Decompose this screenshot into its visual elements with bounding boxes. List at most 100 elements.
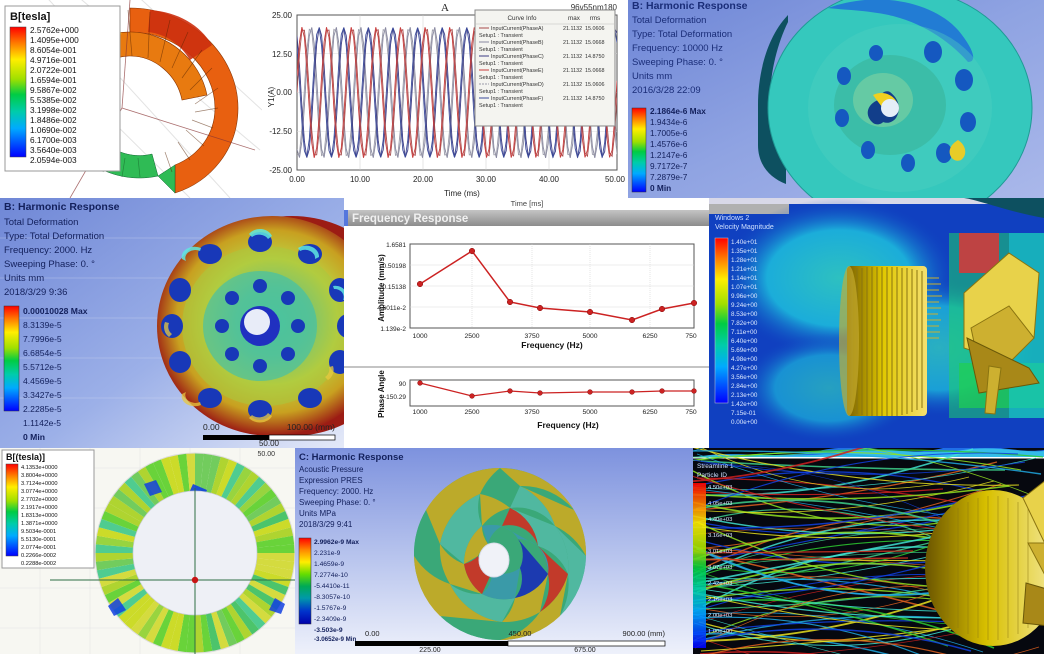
svg-text:2.9962e-9 Max: 2.9962e-9 Max xyxy=(314,539,359,546)
svg-text:rms: rms xyxy=(590,15,601,22)
svg-text:B: Harmonic Response: B: Harmonic Response xyxy=(632,0,748,12)
svg-text:0.00: 0.00 xyxy=(289,175,305,184)
svg-text:15.0606: 15.0606 xyxy=(585,82,605,88)
svg-text:0.00: 0.00 xyxy=(365,629,380,638)
svg-text:A: A xyxy=(441,2,449,14)
svg-text:-25.00: -25.00 xyxy=(269,166,292,175)
svg-text:225.00: 225.00 xyxy=(419,647,441,654)
svg-text:7.2774e-10: 7.2774e-10 xyxy=(314,572,348,579)
svg-text:1.4659e-9: 1.4659e-9 xyxy=(314,561,344,568)
svg-text:C: Harmonic Response: C: Harmonic Response xyxy=(299,452,404,463)
svg-text:3.0774e+0000: 3.0774e+0000 xyxy=(21,489,58,495)
svg-text:0 Min: 0 Min xyxy=(23,432,45,442)
svg-text:21.1132: 21.1132 xyxy=(563,68,582,74)
svg-text:50.00: 50.00 xyxy=(605,175,626,184)
svg-text:Acoustic Pressure: Acoustic Pressure xyxy=(299,465,364,474)
svg-text:1.40e+01: 1.40e+01 xyxy=(731,239,758,246)
svg-text:1.8313e+0000: 1.8313e+0000 xyxy=(21,513,58,519)
svg-text:Time (ms): Time (ms) xyxy=(444,189,480,198)
svg-text:3.8004e+0000: 3.8004e+0000 xyxy=(21,473,58,479)
svg-text:Curve Info: Curve Info xyxy=(507,15,537,22)
svg-text:8.3139e-5: 8.3139e-5 xyxy=(23,320,62,330)
svg-text:1000: 1000 xyxy=(412,409,427,416)
svg-text:Time [ms]: Time [ms] xyxy=(511,199,544,208)
svg-text:7.7996e-5: 7.7996e-5 xyxy=(23,334,62,344)
svg-text:50.00: 50.00 xyxy=(257,451,275,458)
svg-text:750: 750 xyxy=(685,409,697,416)
svg-text:B: Harmonic Response: B: Harmonic Response xyxy=(4,201,120,213)
svg-text:Amplitude (mm/s): Amplitude (mm/s) xyxy=(377,254,386,322)
svg-text:2018/3/29 9:41: 2018/3/29 9:41 xyxy=(299,520,353,529)
svg-text:-150.29: -150.29 xyxy=(384,394,406,401)
svg-text:2.7702e+0000: 2.7702e+0000 xyxy=(21,497,58,503)
svg-text:4.98e+00: 4.98e+00 xyxy=(731,356,758,363)
svg-text:-1.5767e-9: -1.5767e-9 xyxy=(314,605,347,612)
svg-text:1.07e+01: 1.07e+01 xyxy=(731,284,758,291)
svg-text:2.0722e-001: 2.0722e-001 xyxy=(30,65,77,75)
svg-text:Setup1 : Transient: Setup1 : Transient xyxy=(479,89,523,95)
svg-text:675.00: 675.00 xyxy=(574,647,596,654)
svg-text:3.7124e+0000: 3.7124e+0000 xyxy=(21,481,58,487)
svg-text:14.8750: 14.8750 xyxy=(585,54,605,60)
svg-text:900.00 (mm): 900.00 (mm) xyxy=(622,629,665,638)
svg-text:2.00e+03: 2.00e+03 xyxy=(708,613,732,619)
svg-text:90: 90 xyxy=(399,381,407,388)
svg-text:1.0690e-002: 1.0690e-002 xyxy=(30,125,77,135)
svg-text:5.69e+00: 5.69e+00 xyxy=(731,347,758,354)
svg-text:0.00: 0.00 xyxy=(276,88,292,97)
svg-text:1.3871e+0000: 1.3871e+0000 xyxy=(21,521,58,527)
svg-text:Frequency (Hz): Frequency (Hz) xyxy=(537,420,599,430)
svg-text:Frequency: 2000. Hz: Frequency: 2000. Hz xyxy=(299,487,373,496)
svg-text:Windows 2: Windows 2 xyxy=(715,215,749,222)
svg-text:Setup1 : Transient: Setup1 : Transient xyxy=(479,61,523,67)
svg-text:3.16e+03: 3.16e+03 xyxy=(708,533,732,539)
svg-text:1.4095e+000: 1.4095e+000 xyxy=(30,35,79,45)
svg-text:6250: 6250 xyxy=(642,409,657,416)
svg-text:InputCurrent(PhaseC): InputCurrent(PhaseC) xyxy=(491,54,544,60)
svg-text:4.40e+03: 4.40e+03 xyxy=(708,517,732,523)
svg-text:-8.3057e-10: -8.3057e-10 xyxy=(314,594,350,601)
svg-text:0.2266e-0002: 0.2266e-0002 xyxy=(21,553,56,559)
svg-text:Frequency: 10000 Hz: Frequency: 10000 Hz xyxy=(632,43,723,54)
svg-text:0.2288e-0002: 0.2288e-0002 xyxy=(21,561,56,567)
svg-text:Units MPa: Units MPa xyxy=(299,509,336,518)
svg-text:B[tesla]: B[tesla] xyxy=(10,11,51,23)
svg-text:InputCurrent(PhaseF): InputCurrent(PhaseF) xyxy=(491,96,543,102)
svg-text:4.50e+03: 4.50e+03 xyxy=(708,485,732,491)
svg-text:3.5640e-003: 3.5640e-003 xyxy=(30,145,77,155)
svg-text:2.2285e-5: 2.2285e-5 xyxy=(23,404,62,414)
svg-text:Sweeping Phase: 0. °: Sweeping Phase: 0. ° xyxy=(4,259,95,270)
svg-text:750: 750 xyxy=(685,333,697,340)
svg-text:max: max xyxy=(568,15,581,22)
svg-text:1.21e+01: 1.21e+01 xyxy=(731,266,758,273)
svg-text:0.15138: 0.15138 xyxy=(383,284,407,291)
svg-text:3.07e+03: 3.07e+03 xyxy=(708,565,732,571)
svg-text:8.53e+00: 8.53e+00 xyxy=(731,311,758,318)
svg-text:Streamline 1: Streamline 1 xyxy=(697,463,734,470)
svg-text:4.9716e-001: 4.9716e-001 xyxy=(30,55,77,65)
svg-text:1.8486e-002: 1.8486e-002 xyxy=(30,115,77,125)
svg-text:21.1132: 21.1132 xyxy=(563,26,582,32)
svg-text:2.0774e-0001: 2.0774e-0001 xyxy=(21,545,56,551)
svg-text:1.28e+01: 1.28e+01 xyxy=(731,257,758,264)
svg-text:3.01e+03: 3.01e+03 xyxy=(708,549,732,555)
svg-text:21.1132: 21.1132 xyxy=(563,54,582,60)
svg-text:Expression PRES: Expression PRES xyxy=(299,476,363,485)
svg-text:1.6581: 1.6581 xyxy=(386,242,406,249)
svg-text:0.00010028 Max: 0.00010028 Max xyxy=(23,306,88,316)
svg-text:20.00: 20.00 xyxy=(413,175,434,184)
svg-text:7.15e-01: 7.15e-01 xyxy=(731,410,756,417)
svg-text:6.6854e-5: 6.6854e-5 xyxy=(23,348,62,358)
svg-text:15.0668: 15.0668 xyxy=(585,40,605,46)
svg-text:21.1132: 21.1132 xyxy=(563,82,582,88)
svg-text:1.7005e-6: 1.7005e-6 xyxy=(650,128,688,138)
svg-text:3.3427e-5: 3.3427e-5 xyxy=(23,390,62,400)
svg-text:Velocity Magnitude: Velocity Magnitude xyxy=(715,224,774,231)
svg-text:9.24e+00: 9.24e+00 xyxy=(731,302,758,309)
svg-text:6250: 6250 xyxy=(642,333,657,340)
svg-text:30.00: 30.00 xyxy=(476,175,497,184)
svg-text:0.00e+00: 0.00e+00 xyxy=(731,419,758,426)
svg-text:Total Deformation: Total Deformation xyxy=(4,217,78,228)
svg-text:2018/3/29 9:36: 2018/3/29 9:36 xyxy=(4,287,67,298)
svg-text:-5.4410e-11: -5.4410e-11 xyxy=(314,583,350,590)
